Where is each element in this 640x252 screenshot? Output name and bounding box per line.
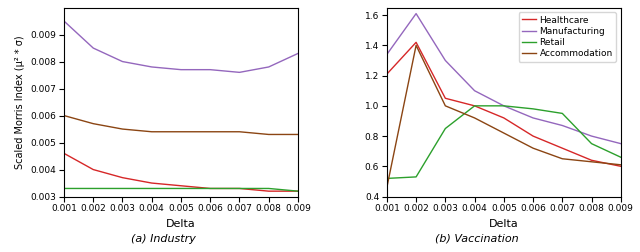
Line: Accommodation: Accommodation [387,45,621,187]
Retail [412,175,420,178]
Retail [588,142,595,145]
Text: (b) Vaccination: (b) Vaccination [435,234,518,244]
Accommodation [471,116,479,119]
Line: Manufacturing: Manufacturing [387,14,621,144]
Healthcare [588,159,595,162]
Healthcare [442,97,449,100]
Manufacturing [412,12,420,15]
Line: Healthcare: Healthcare [387,42,621,166]
Accommodation [529,147,537,150]
Text: (a) Industry: (a) Industry [131,234,196,244]
Retail [383,177,390,180]
X-axis label: Delta: Delta [166,219,196,229]
Healthcare [529,135,537,138]
Accommodation [559,157,566,160]
Legend: Healthcare, Manufacturing, Retail, Accommodation: Healthcare, Manufacturing, Retail, Accom… [518,12,616,62]
Manufacturing [588,135,595,138]
Accommodation [588,160,595,163]
Accommodation [442,104,449,107]
Line: Retail: Retail [387,106,621,178]
Healthcare [559,147,566,150]
Accommodation [500,132,508,135]
Retail [529,107,537,110]
Manufacturing [617,142,625,145]
Retail [617,156,625,159]
Healthcare [500,116,508,119]
Y-axis label: Scaled Morris Index (μ² * σ): Scaled Morris Index (μ² * σ) [15,35,25,169]
X-axis label: Delta: Delta [489,219,518,229]
Healthcare [412,41,420,44]
Retail [442,127,449,130]
Healthcare [617,165,625,168]
Accommodation [412,44,420,47]
Manufacturing [500,104,508,107]
Accommodation [617,163,625,166]
Accommodation [383,186,390,189]
Manufacturing [559,124,566,127]
Manufacturing [383,53,390,56]
Manufacturing [529,116,537,119]
Healthcare [471,104,479,107]
Manufacturing [442,59,449,62]
Healthcare [383,73,390,76]
Retail [559,112,566,115]
Manufacturing [471,89,479,92]
Retail [471,104,479,107]
Retail [500,104,508,107]
